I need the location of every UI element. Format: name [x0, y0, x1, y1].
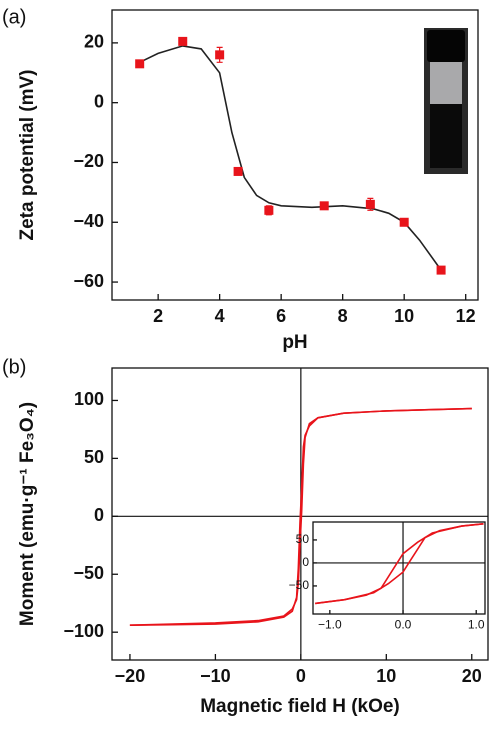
data-point [264, 205, 274, 215]
plot-frame [111, 367, 489, 661]
x-tick-label: −1.0 [318, 618, 342, 632]
x-tick-label: 4 [215, 306, 225, 326]
y-tick-label: 0 [94, 505, 104, 525]
x-tick-label: 2 [153, 306, 163, 326]
x-tick-label: 12 [456, 306, 476, 326]
x-tick-label: −10 [200, 666, 231, 686]
plot-frame [111, 9, 479, 301]
vial-liquid [430, 104, 462, 168]
x-axis-label: pH [282, 332, 307, 353]
y-tick-label: −40 [73, 211, 104, 231]
x-tick-label: −20 [115, 666, 146, 686]
x-tick-label: 0 [296, 666, 306, 686]
data-point [399, 217, 409, 227]
data-line [315, 523, 484, 605]
y-tick-label: 100 [74, 389, 104, 409]
chart-panel: 2 4 6 8 10 12 −60 −40 −20 0 20 pH Zeta potential (mV… [2, 6, 479, 353]
inset-background [313, 522, 485, 614]
y-tick-label: −50 [289, 578, 310, 592]
y-tick-label: 50 [84, 447, 104, 467]
y-tick-label: −100 [63, 621, 104, 641]
vial-glass [430, 62, 462, 104]
y-axis-label: Zeta potential (mV) [17, 69, 38, 240]
x-tick-label: 10 [394, 306, 414, 326]
data-point [436, 265, 446, 275]
y-tick-label: 50 [296, 532, 310, 546]
y-tick-label: −50 [73, 563, 104, 583]
x-tick-label: 20 [462, 666, 482, 686]
x-tick-label: 1.0 [468, 618, 485, 632]
y-tick-label: 0 [302, 555, 309, 569]
y-tick-label: 20 [84, 32, 104, 52]
x-tick-label: 6 [276, 306, 286, 326]
vial-cap [427, 30, 465, 62]
y-tick-label: −60 [73, 271, 104, 291]
vial-photo [424, 28, 468, 174]
data-point [233, 166, 243, 176]
y-axis-label: Moment (emu·g⁻¹ Fe₃O₄) [17, 402, 38, 626]
y-tick-label: −20 [73, 151, 104, 171]
x-tick-label: 8 [338, 306, 348, 326]
data-point [319, 201, 329, 211]
x-tick-label: 10 [376, 666, 396, 686]
data-point [178, 36, 188, 46]
y-tick-label: 0 [94, 91, 104, 111]
panel-label: (b) [2, 356, 26, 378]
data-point [135, 59, 145, 69]
data-line [129, 407, 472, 626]
data-point [215, 50, 225, 60]
inset-chart: −1.0 0.0 1.0 −50 0 50 [289, 521, 486, 632]
plot-frame [312, 521, 486, 615]
panel-label: (a) [2, 6, 26, 28]
x-tick-label: 0.0 [395, 618, 412, 632]
data-line [139, 45, 442, 271]
x-axis-label: Magnetic field H (kOe) [200, 696, 400, 717]
data-point [365, 199, 375, 209]
